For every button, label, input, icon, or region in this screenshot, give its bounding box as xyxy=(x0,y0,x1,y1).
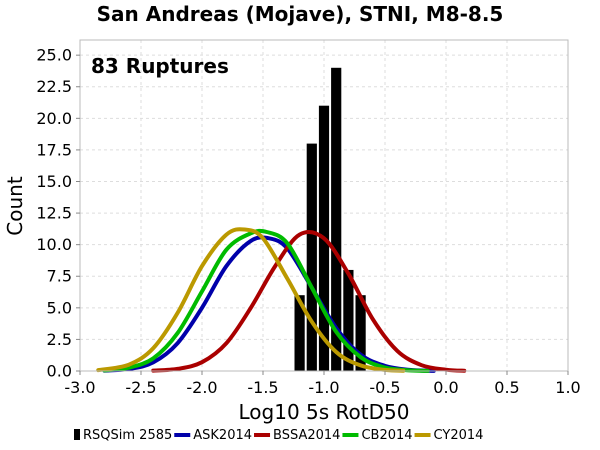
series-line-cb2014 xyxy=(102,228,430,373)
x-tick-label: -3.0 xyxy=(64,378,95,397)
chart-title: San Andreas (Mojave), STNI, M8-8.5 xyxy=(97,2,504,26)
x-tick-label: 0.5 xyxy=(494,378,519,397)
rupture-count-annotation: 83 Ruptures xyxy=(91,54,229,78)
histogram-bar xyxy=(343,269,354,371)
y-tick-label: 20.0 xyxy=(36,109,72,128)
x-tick-label: -2.0 xyxy=(186,378,217,397)
y-tick-label: 25.0 xyxy=(36,46,72,65)
x-tick-label: -2.5 xyxy=(125,378,156,397)
histogram-bar xyxy=(331,67,342,372)
x-tick-label: -1.0 xyxy=(308,378,339,397)
y-axis: 0.0 2.5 5.0 7.5 10.0 12.5 15.0 17.5 20.0 22.5 25.0 xyxy=(36,46,80,381)
x-axis: -3.0 -2.5 -2.0 -1.5 -1.0 -0.5 0.0 0.5 1.0 xyxy=(64,371,581,397)
y-tick-label: 2.5 xyxy=(47,330,72,349)
y-tick-label: 12.5 xyxy=(36,204,72,223)
y-tick-label: 0.0 xyxy=(47,362,72,381)
legend-label: CY2014 xyxy=(434,428,484,443)
x-tick-label: -1.5 xyxy=(247,378,278,397)
x-tick-label: 0.0 xyxy=(433,378,458,397)
x-axis-label: Log10 5s RotD50 xyxy=(239,400,410,424)
y-tick-label: 22.5 xyxy=(36,77,72,96)
legend-label: BSSA2014 xyxy=(273,428,340,443)
histogram-bar xyxy=(294,295,305,371)
histogram-bar xyxy=(306,143,317,371)
x-tick-label: 1.0 xyxy=(555,378,580,397)
legend-label: RSQSim 2585 xyxy=(83,428,172,443)
histogram-bar xyxy=(355,295,366,371)
legend-swatch xyxy=(74,429,80,440)
legend: RSQSim 2585 ASK2014 BSSA2014 CB2014 CY2014 xyxy=(74,428,483,443)
series-line-bssa2014 xyxy=(151,229,467,373)
y-tick-label: 17.5 xyxy=(36,140,72,159)
y-tick-label: 10.0 xyxy=(36,235,72,254)
series-line-cy2014 xyxy=(96,227,406,373)
x-tick-label: -0.5 xyxy=(369,378,400,397)
y-axis-label: Count xyxy=(3,176,27,236)
legend-label: CB2014 xyxy=(361,428,412,443)
model-curves xyxy=(96,227,467,373)
y-tick-label: 15.0 xyxy=(36,172,72,191)
y-tick-label: 5.0 xyxy=(47,298,72,317)
legend-label: ASK2014 xyxy=(193,428,252,443)
y-tick-label: 7.5 xyxy=(47,267,72,286)
